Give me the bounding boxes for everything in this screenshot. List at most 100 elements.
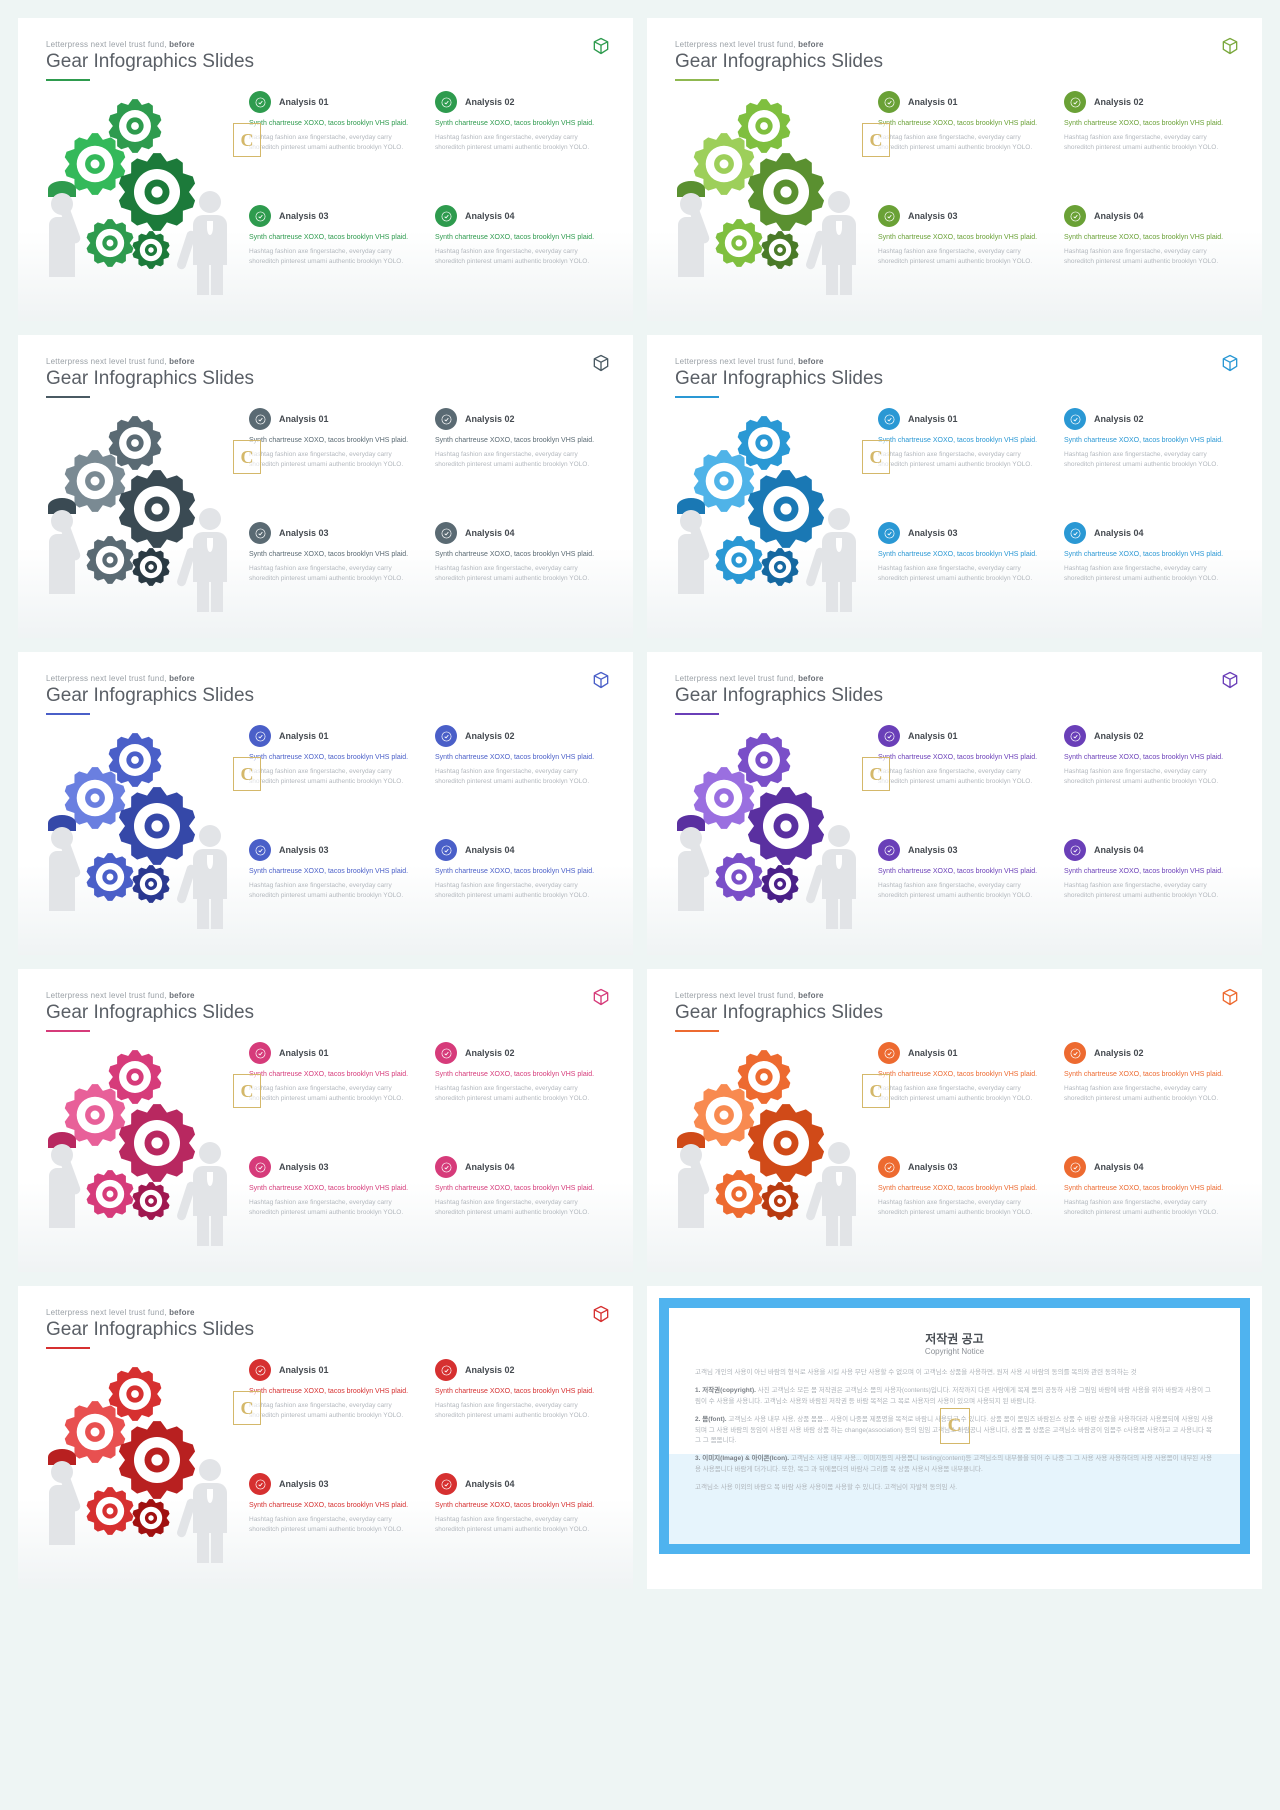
analysis-body: Hashtag fashion axe fingerstache, everyd… <box>249 133 419 153</box>
analysis-body: Hashtag fashion axe fingerstache, everyd… <box>249 1198 419 1218</box>
title-underline <box>46 1347 90 1349</box>
check-icon <box>435 1473 457 1495</box>
copyright-para: 3. 이미지(Image) & 아이콘(Icon). 고객님소 사용 내부 사용… <box>695 1454 1214 1475</box>
check-icon <box>249 1156 271 1178</box>
analysis-subtitle: Synth chartreuse XOXO, tacos brooklyn VH… <box>878 1184 1048 1194</box>
analysis-item-1: Analysis 01 Synth chartreuse XOXO, tacos… <box>878 408 1048 504</box>
analysis-body: Hashtag fashion axe fingerstache, everyd… <box>249 247 419 267</box>
title-underline <box>675 79 719 81</box>
copyright-subtitle: Copyright Notice <box>695 1347 1214 1356</box>
title-underline <box>46 713 90 715</box>
copyright-slide: C 저작권 공고 Copyright Notice 고객님 개인의 사용이 아닌… <box>647 1286 1262 1589</box>
analysis-subtitle: Synth chartreuse XOXO, tacos brooklyn VH… <box>1064 119 1234 129</box>
gear-illustration <box>46 91 231 301</box>
gear-illustration <box>675 91 860 301</box>
analysis-title: Analysis 02 <box>465 414 515 424</box>
kicker: Letterpress next level trust fund, befor… <box>46 357 605 366</box>
analysis-body: Hashtag fashion axe fingerstache, everyd… <box>1064 881 1234 901</box>
analysis-subtitle: Synth chartreuse XOXO, tacos brooklyn VH… <box>435 1070 605 1080</box>
analysis-body: Hashtag fashion axe fingerstache, everyd… <box>878 1084 1048 1104</box>
title-underline <box>675 713 719 715</box>
check-icon <box>249 91 271 113</box>
analysis-title: Analysis 03 <box>279 845 329 855</box>
kicker: Letterpress next level trust fund, befor… <box>46 674 605 683</box>
analysis-body: Hashtag fashion axe fingerstache, everyd… <box>1064 1198 1234 1218</box>
watermark-badge: C <box>233 757 261 791</box>
check-icon <box>878 839 900 861</box>
check-icon <box>435 1156 457 1178</box>
slide-title: Gear Infographics Slides <box>46 1002 605 1024</box>
analysis-body: Hashtag fashion axe fingerstache, everyd… <box>435 1084 605 1104</box>
analysis-body: Hashtag fashion axe fingerstache, everyd… <box>435 133 605 153</box>
analysis-item-1: Analysis 01 Synth chartreuse XOXO, tacos… <box>249 725 419 821</box>
analysis-subtitle: Synth chartreuse XOXO, tacos brooklyn VH… <box>1064 436 1234 446</box>
analysis-title: Analysis 01 <box>279 1365 329 1375</box>
analysis-title: Analysis 02 <box>465 1365 515 1375</box>
title-underline <box>46 396 90 398</box>
copyright-title: 저작권 공고 <box>695 1330 1214 1347</box>
watermark-badge: C <box>233 1074 261 1108</box>
gear-icon <box>132 865 170 908</box>
check-icon <box>878 522 900 544</box>
slide-title: Gear Infographics Slides <box>675 368 1234 390</box>
slide-2: Letterpress next level trust fund, befor… <box>647 18 1262 321</box>
slide-3: Letterpress next level trust fund, befor… <box>18 335 633 638</box>
kicker: Letterpress next level trust fund, befor… <box>46 991 605 1000</box>
slide-title: Gear Infographics Slides <box>46 51 605 73</box>
analysis-subtitle: Synth chartreuse XOXO, tacos brooklyn VH… <box>249 233 419 243</box>
analysis-title: Analysis 04 <box>465 845 515 855</box>
check-icon <box>1064 1042 1086 1064</box>
analysis-body: Hashtag fashion axe fingerstache, everyd… <box>249 1515 419 1535</box>
analysis-subtitle: Synth chartreuse XOXO, tacos brooklyn VH… <box>249 436 419 446</box>
analysis-subtitle: Synth chartreuse XOXO, tacos brooklyn VH… <box>1064 1070 1234 1080</box>
check-icon <box>1064 205 1086 227</box>
watermark-badge: C <box>940 1408 970 1444</box>
analysis-title: Analysis 02 <box>1094 97 1144 107</box>
slide-4: Letterpress next level trust fund, befor… <box>647 335 1262 638</box>
analysis-item-2: Analysis 02 Synth chartreuse XOXO, tacos… <box>1064 1042 1234 1138</box>
analysis-item-4: Analysis 04 Synth chartreuse XOXO, tacos… <box>435 1156 605 1252</box>
slide-title: Gear Infographics Slides <box>675 1002 1234 1024</box>
analysis-item-4: Analysis 04 Synth chartreuse XOXO, tacos… <box>435 1473 605 1569</box>
analysis-item-1: Analysis 01 Synth chartreuse XOXO, tacos… <box>249 91 419 187</box>
gear-icon <box>132 1182 170 1225</box>
analysis-subtitle: Synth chartreuse XOXO, tacos brooklyn VH… <box>878 119 1048 129</box>
analysis-body: Hashtag fashion axe fingerstache, everyd… <box>435 1198 605 1218</box>
kicker: Letterpress next level trust fund, befor… <box>46 40 605 49</box>
analysis-item-2: Analysis 02 Synth chartreuse XOXO, tacos… <box>1064 91 1234 187</box>
analysis-item-4: Analysis 04 Synth chartreuse XOXO, tacos… <box>1064 839 1234 935</box>
analysis-title: Analysis 04 <box>465 1479 515 1489</box>
check-icon <box>249 408 271 430</box>
analysis-title: Analysis 04 <box>465 528 515 538</box>
copyright-para: 고객님소 사용 이외의 바람으 목 바람 사용 사용이몸 사용할 수 있니다. … <box>695 1483 1214 1493</box>
analysis-title: Analysis 01 <box>279 97 329 107</box>
check-icon <box>249 1042 271 1064</box>
analysis-item-1: Analysis 01 Synth chartreuse XOXO, tacos… <box>878 91 1048 187</box>
gear-illustration <box>46 408 231 618</box>
check-icon <box>1064 725 1086 747</box>
watermark-badge: C <box>233 123 261 157</box>
cube-icon <box>1220 353 1240 373</box>
analysis-item-3: Analysis 03 Synth chartreuse XOXO, tacos… <box>249 839 419 935</box>
analysis-item-1: Analysis 01 Synth chartreuse XOXO, tacos… <box>878 725 1048 821</box>
analysis-body: Hashtag fashion axe fingerstache, everyd… <box>435 1401 605 1421</box>
analysis-subtitle: Synth chartreuse XOXO, tacos brooklyn VH… <box>878 436 1048 446</box>
analysis-body: Hashtag fashion axe fingerstache, everyd… <box>1064 564 1234 584</box>
analysis-title: Analysis 02 <box>1094 1048 1144 1058</box>
analysis-title: Analysis 03 <box>908 845 958 855</box>
check-icon <box>249 205 271 227</box>
check-icon <box>249 839 271 861</box>
analysis-body: Hashtag fashion axe fingerstache, everyd… <box>249 1401 419 1421</box>
check-icon <box>435 725 457 747</box>
analysis-subtitle: Synth chartreuse XOXO, tacos brooklyn VH… <box>878 233 1048 243</box>
analysis-body: Hashtag fashion axe fingerstache, everyd… <box>249 1084 419 1104</box>
kicker: Letterpress next level trust fund, befor… <box>675 357 1234 366</box>
analysis-body: Hashtag fashion axe fingerstache, everyd… <box>249 881 419 901</box>
analysis-title: Analysis 02 <box>1094 731 1144 741</box>
check-icon <box>1064 91 1086 113</box>
slide-title: Gear Infographics Slides <box>46 1319 605 1341</box>
check-icon <box>435 522 457 544</box>
watermark-badge: C <box>862 757 890 791</box>
watermark-badge: C <box>862 1074 890 1108</box>
analysis-subtitle: Synth chartreuse XOXO, tacos brooklyn VH… <box>1064 867 1234 877</box>
